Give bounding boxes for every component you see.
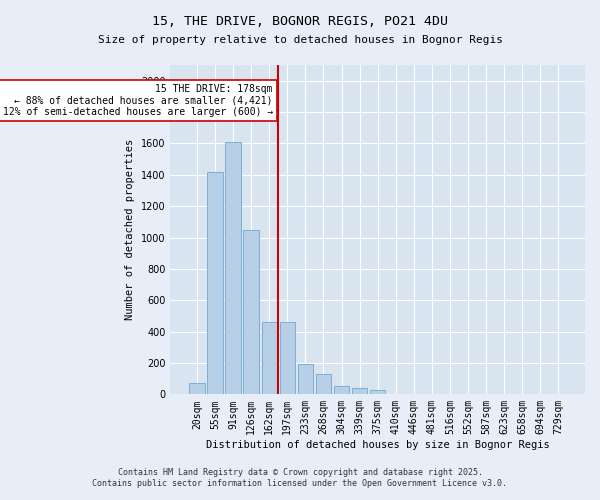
Bar <box>334 386 349 394</box>
Bar <box>298 364 313 394</box>
Y-axis label: Number of detached properties: Number of detached properties <box>125 139 136 320</box>
Bar <box>207 172 223 394</box>
Bar <box>226 142 241 395</box>
Bar <box>244 230 259 394</box>
Bar <box>316 374 331 394</box>
Text: 15, THE DRIVE, BOGNOR REGIS, PO21 4DU: 15, THE DRIVE, BOGNOR REGIS, PO21 4DU <box>152 15 448 28</box>
Text: Contains HM Land Registry data © Crown copyright and database right 2025.
Contai: Contains HM Land Registry data © Crown c… <box>92 468 508 487</box>
Bar <box>189 382 205 394</box>
Bar <box>352 388 367 394</box>
X-axis label: Distribution of detached houses by size in Bognor Regis: Distribution of detached houses by size … <box>206 440 550 450</box>
Bar <box>262 322 277 394</box>
Text: Size of property relative to detached houses in Bognor Regis: Size of property relative to detached ho… <box>97 35 503 45</box>
Bar <box>280 322 295 394</box>
Bar <box>370 390 385 394</box>
Text: 15 THE DRIVE: 178sqm
← 88% of detached houses are smaller (4,421)
12% of semi-de: 15 THE DRIVE: 178sqm ← 88% of detached h… <box>2 84 273 117</box>
